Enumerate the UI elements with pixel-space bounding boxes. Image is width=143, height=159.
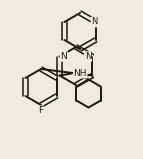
Text: F: F <box>38 106 44 115</box>
Text: N: N <box>60 52 67 61</box>
Text: NH: NH <box>74 69 87 78</box>
Text: N: N <box>91 17 98 27</box>
Text: N: N <box>85 52 92 61</box>
